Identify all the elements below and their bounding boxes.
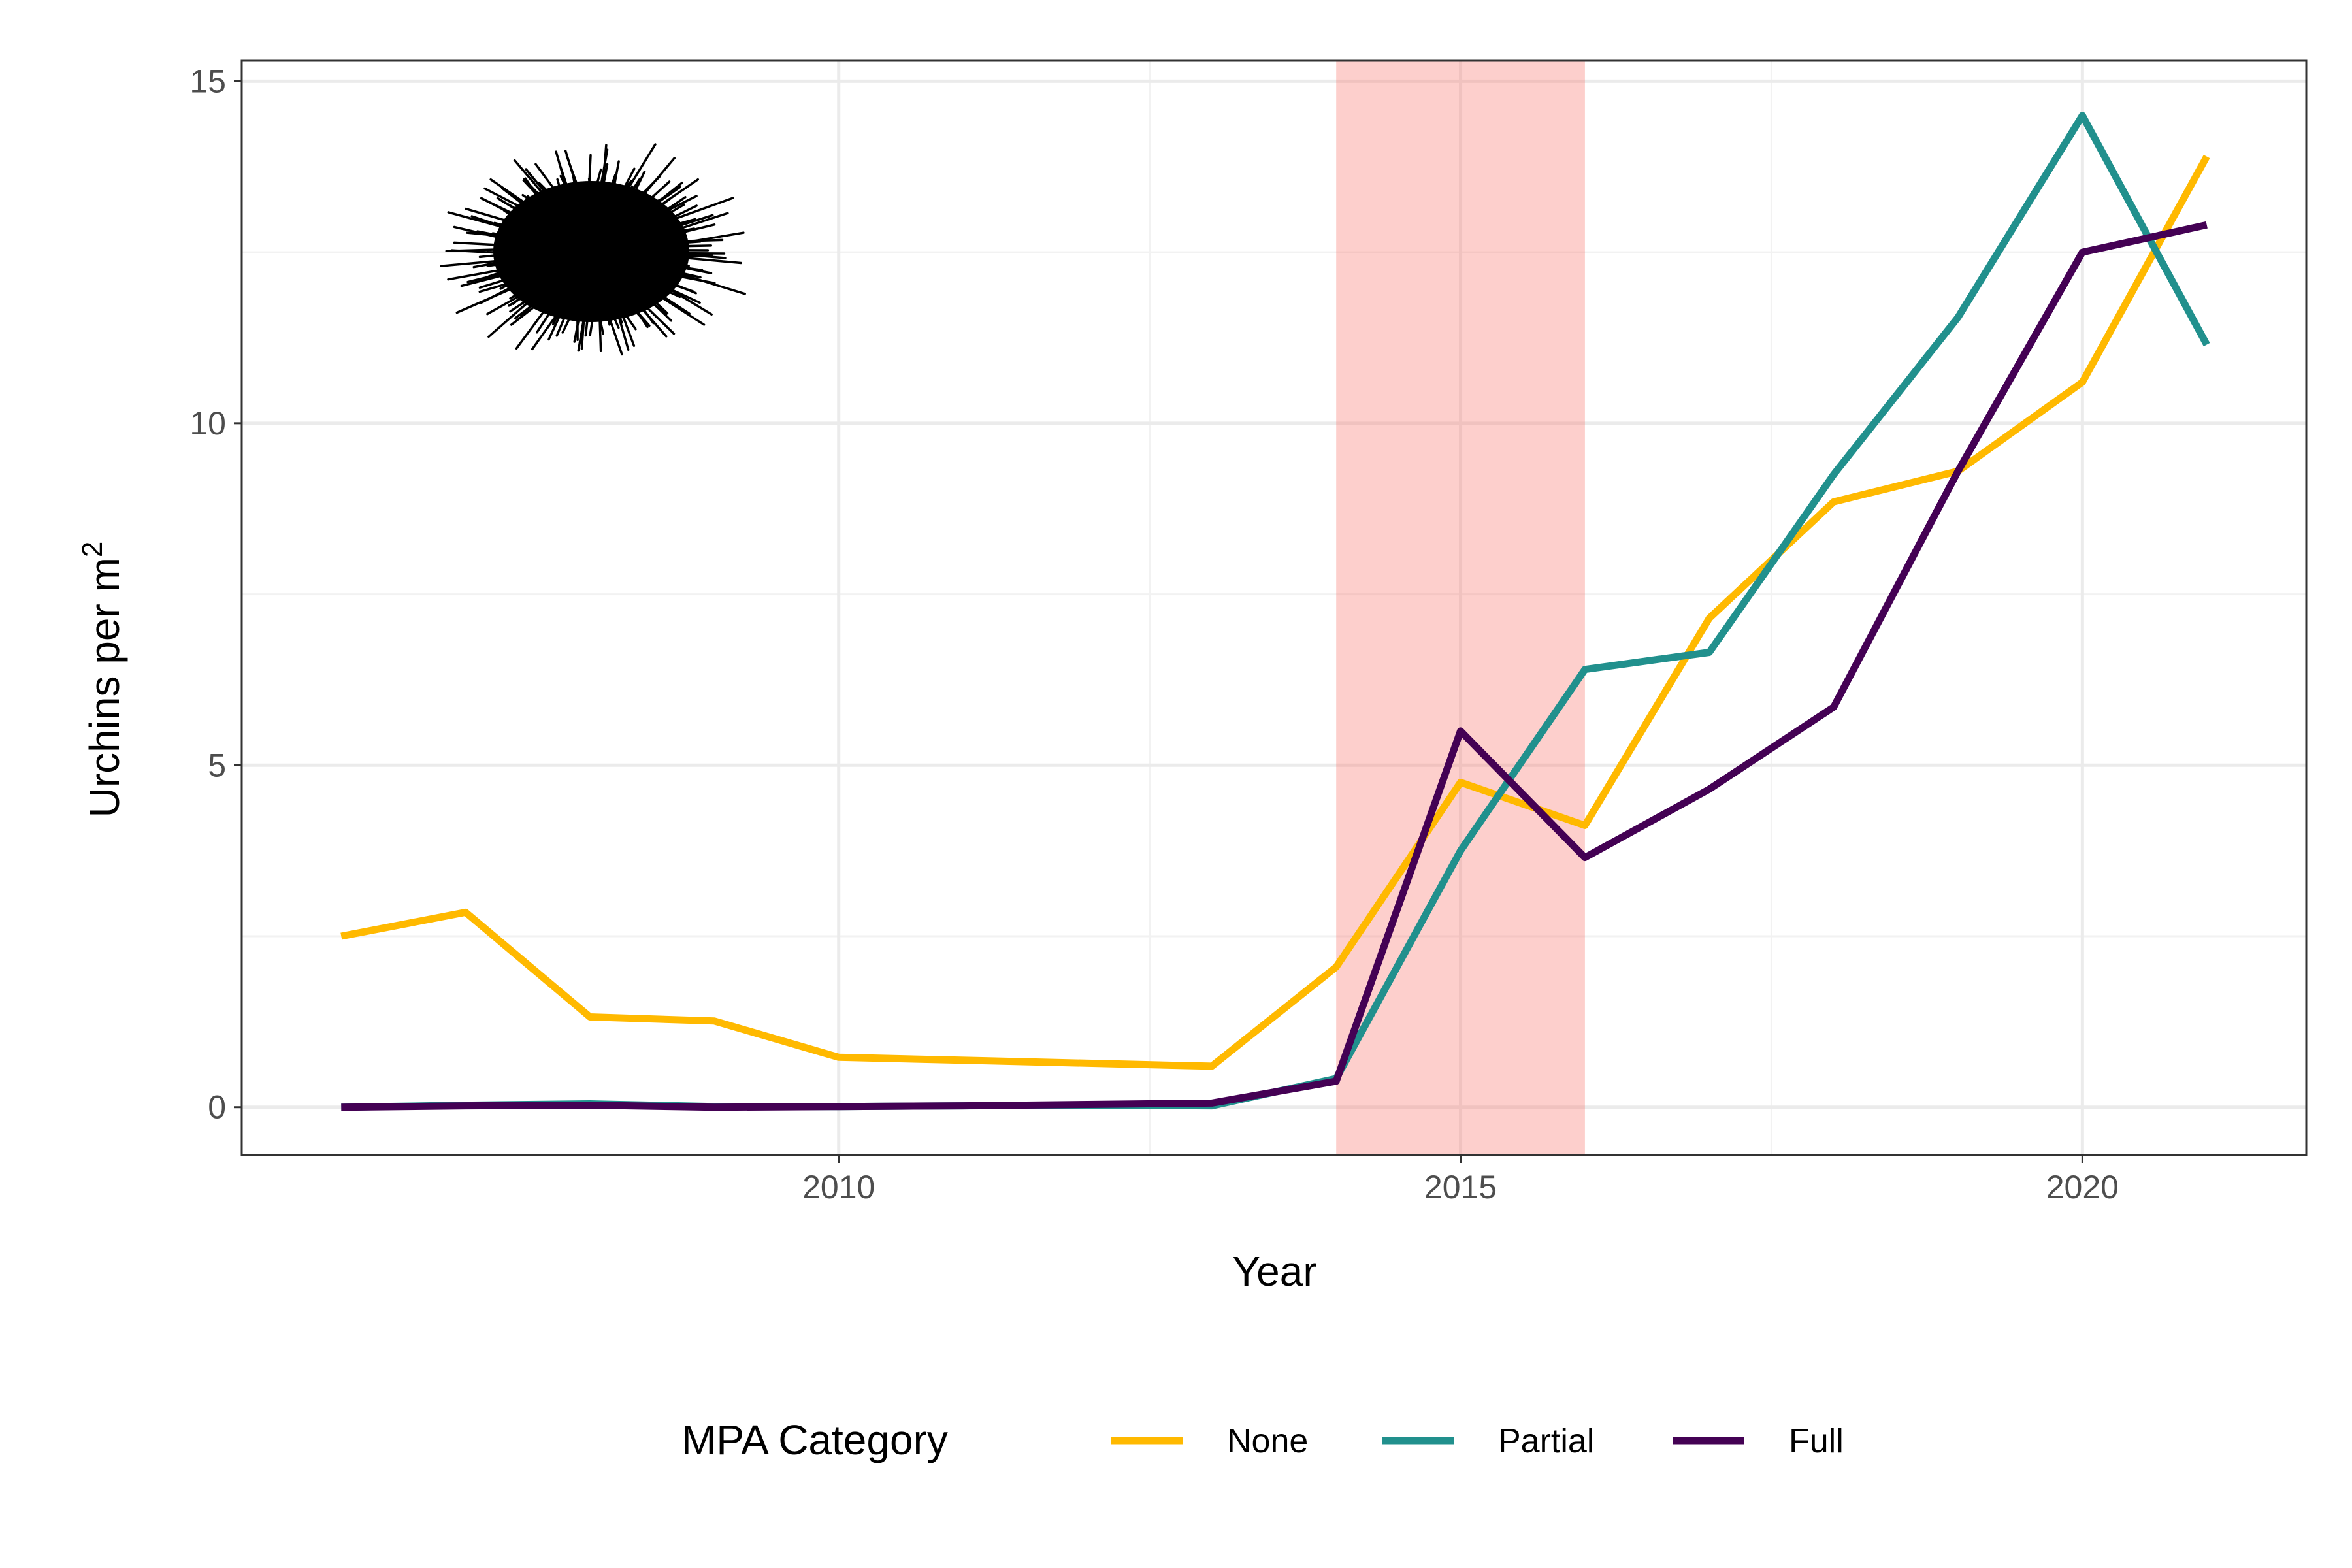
y-axis-title-superscript: 2 [76, 542, 108, 557]
panel-border [240, 59, 2308, 1156]
legend-label-full: Full [1789, 1422, 1844, 1460]
grid-major [242, 61, 2306, 1155]
series-lines [340, 112, 2210, 1111]
legend: MPA Category None Partial Full [681, 1416, 1844, 1463]
x-axis: 2010 2015 2020 [802, 1155, 2119, 1205]
series-line-full [341, 221, 2208, 1111]
y-tick-label: 5 [208, 747, 226, 783]
x-tick-label: 2015 [1424, 1169, 1497, 1205]
legend-label-none: None [1227, 1422, 1308, 1460]
y-axis-title-text: Urchins per m [81, 557, 128, 817]
y-axis: 0 5 10 15 [189, 63, 242, 1126]
legend-label-partial: Partial [1498, 1422, 1594, 1460]
y-tick-label: 10 [189, 405, 226, 442]
shaded-period [1336, 61, 1585, 1155]
sea-urchin-icon [440, 143, 746, 356]
x-tick-label: 2020 [2046, 1169, 2119, 1205]
y-tick-label: 15 [189, 63, 226, 99]
y-tick-label: 0 [208, 1089, 226, 1126]
x-axis-title: Year [1232, 1248, 1316, 1295]
x-tick-label: 2010 [802, 1169, 875, 1205]
series-line-none [340, 154, 2210, 1070]
y-axis-title: Urchins per m2 [76, 542, 128, 818]
legend-title: MPA Category [681, 1416, 948, 1463]
